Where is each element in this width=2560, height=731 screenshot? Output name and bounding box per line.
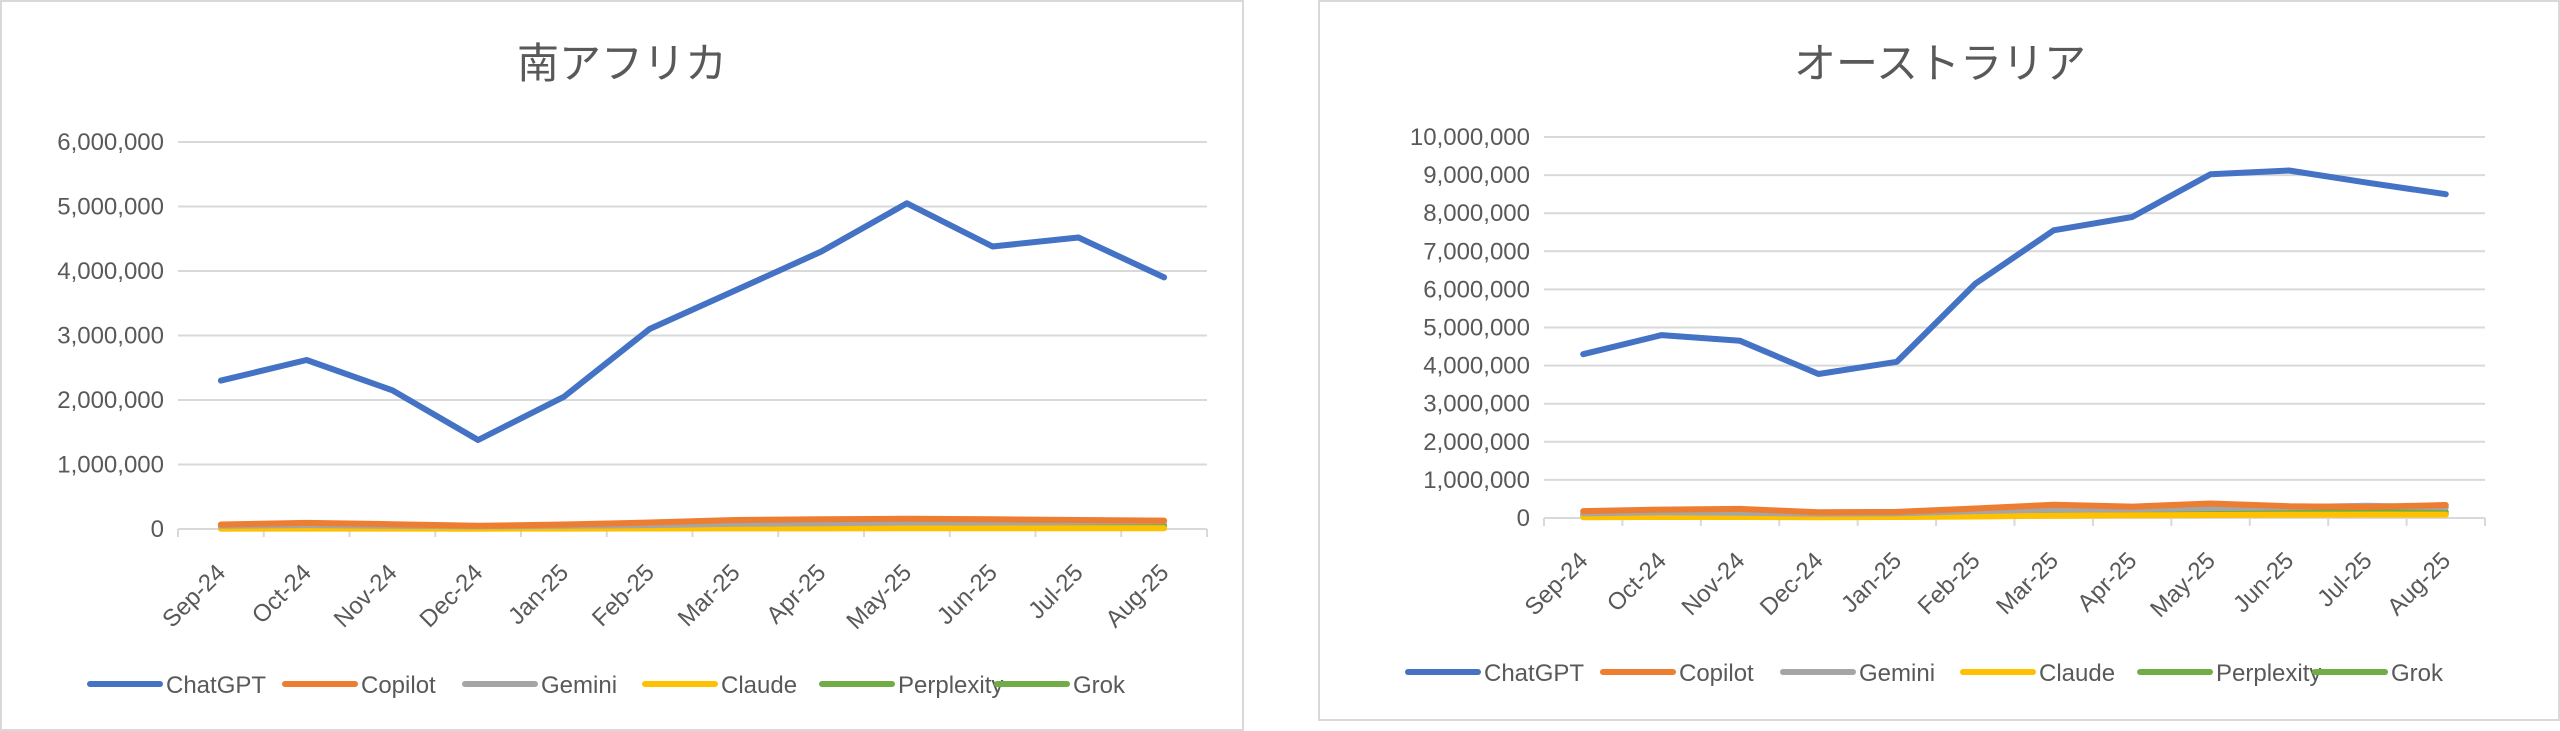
x-tick-label: Feb-25 xyxy=(1913,547,1986,620)
chart-title: オーストラリア xyxy=(1794,39,2086,88)
y-tick-label: 5,000,000 xyxy=(57,194,164,221)
series-line-chatgpt xyxy=(1580,167,2449,377)
y-tick-label: 9,000,000 xyxy=(1423,162,1530,189)
x-tick-label: Aug-25 xyxy=(1101,559,1175,633)
y-tick-label: 1,000,000 xyxy=(57,452,164,479)
legend-label-gemini: Gemini xyxy=(1859,660,1935,687)
legend-label-copilot: Copilot xyxy=(1679,660,1754,687)
y-tick-label: 1,000,000 xyxy=(1423,467,1530,494)
y-tick-label: 2,000,000 xyxy=(57,387,164,414)
x-tick-label: Aug-25 xyxy=(2382,547,2456,621)
legend-label-grok: Grok xyxy=(2391,660,2444,687)
y-tick-label: 6,000,000 xyxy=(1423,276,1530,303)
x-tick-label: Jul-25 xyxy=(2312,547,2377,612)
x-tick-label: Apr-25 xyxy=(761,559,831,629)
y-tick-label: 5,000,000 xyxy=(1423,315,1530,342)
x-tick-label: Jun-25 xyxy=(2228,547,2299,618)
x-tick-label: Jun-25 xyxy=(932,559,1003,630)
x-tick-label: Oct-24 xyxy=(247,559,317,629)
y-tick-label: 7,000,000 xyxy=(1423,238,1530,265)
legend-label-claude: Claude xyxy=(721,672,797,699)
legend-label-grok: Grok xyxy=(1073,672,1126,699)
y-tick-label: 0 xyxy=(1517,505,1530,532)
x-tick-label: Mar-25 xyxy=(1991,547,2064,620)
x-tick-label: Apr-25 xyxy=(2072,547,2142,617)
y-tick-label: 0 xyxy=(151,516,164,543)
x-tick-label: May-25 xyxy=(841,559,917,635)
series-line-claude xyxy=(1580,511,2449,521)
legend-label-gemini: Gemini xyxy=(541,672,617,699)
legend-label-chatgpt: ChatGPT xyxy=(1484,660,1584,687)
series-line-chatgpt xyxy=(217,200,1168,443)
series-line-copilot xyxy=(217,515,1168,529)
chart-australia: オーストラリア 0 1,000,000 2,000,000 3,000,000 4,000… xyxy=(1405,39,2486,687)
y-tick-label: 3,000,000 xyxy=(1423,391,1530,418)
x-tick-label: Nov-24 xyxy=(1676,547,1750,621)
x-tick-label: Sep-24 xyxy=(157,559,231,633)
legend-label-claude: Claude xyxy=(2039,660,2115,687)
x-tick-label: May-25 xyxy=(2145,547,2221,623)
legend-label-chatgpt: ChatGPT xyxy=(166,672,266,699)
legend-label-copilot: Copilot xyxy=(361,672,436,699)
x-tick-label: Jan-25 xyxy=(503,559,574,630)
chart-south-africa: 南アフリカ 0 1,000,000 2,000,000 3,000,000 4,000,0… xyxy=(57,39,1208,699)
x-tick-label: Dec-24 xyxy=(1755,547,1829,621)
chart-panel-south-africa: 南アフリカ 0 1,000,000 2,000,000 3,000,000 4,000,0… xyxy=(0,0,1244,731)
x-tick-label: Jan-25 xyxy=(1836,547,1907,618)
y-tick-label: 4,000,000 xyxy=(57,258,164,285)
legend-label-perplexity: Perplexity xyxy=(898,672,1003,699)
y-tick-label: 6,000,000 xyxy=(57,129,164,156)
y-tick-label: 8,000,000 xyxy=(1423,200,1530,227)
y-tick-label: 10,000,000 xyxy=(1410,124,1530,151)
x-tick-label: Jul-25 xyxy=(1023,559,1088,624)
x-tick-label: Nov-24 xyxy=(329,559,403,633)
x-tick-label: Oct-24 xyxy=(1602,547,1672,617)
y-tick-label: 3,000,000 xyxy=(57,323,164,350)
x-tick-label: Feb-25 xyxy=(587,559,660,632)
legend-label-perplexity: Perplexity xyxy=(2216,660,2321,687)
y-tick-label: 2,000,000 xyxy=(1423,429,1530,456)
series-line-copilot xyxy=(1580,500,2449,516)
x-tick-label: Mar-25 xyxy=(673,559,746,632)
chart-title: 南アフリカ xyxy=(517,39,727,88)
chart-panel-australia: オーストラリア 0 1,000,000 2,000,000 3,000,000 4,000… xyxy=(1318,0,2560,721)
y-tick-label: 4,000,000 xyxy=(1423,353,1530,380)
x-tick-label: Sep-24 xyxy=(1520,547,1594,621)
x-tick-label: Dec-24 xyxy=(415,559,489,633)
